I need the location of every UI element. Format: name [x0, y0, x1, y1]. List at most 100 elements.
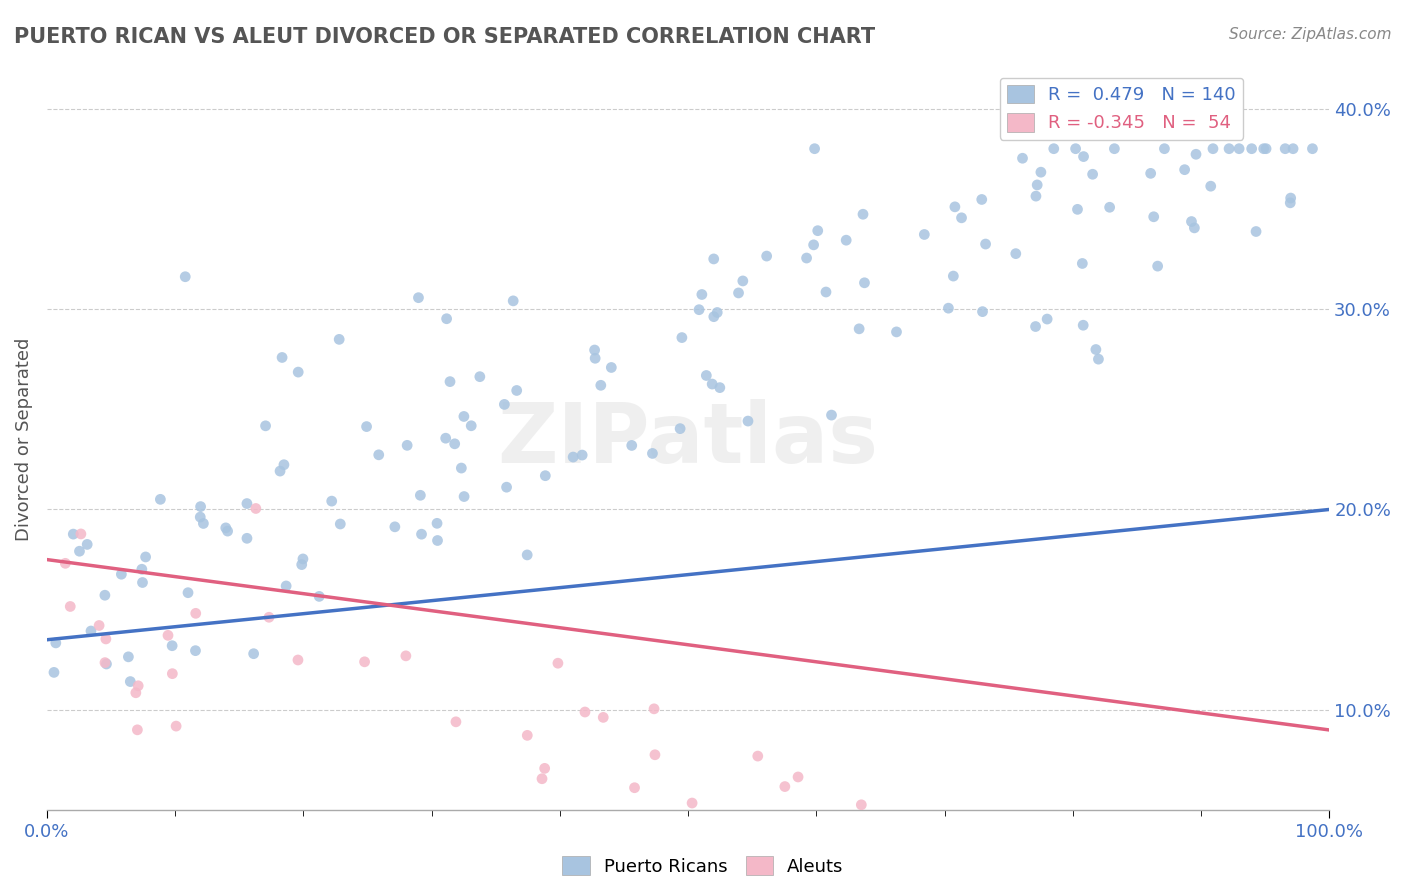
- Point: [825, 823, 848, 838]
- Point: [820, 820, 842, 834]
- Point: [950, 211, 973, 225]
- Point: [835, 233, 858, 247]
- Point: [436, 311, 458, 326]
- Point: [245, 501, 267, 516]
- Point: [1174, 162, 1197, 177]
- Point: [96, 657, 118, 671]
- Point: [384, 520, 406, 534]
- Point: [1064, 142, 1087, 156]
- Point: [706, 305, 728, 319]
- Point: [321, 494, 343, 508]
- Point: [190, 500, 212, 514]
- Point: [70, 527, 93, 541]
- Point: [1084, 343, 1107, 357]
- Point: [217, 524, 239, 538]
- Point: [443, 437, 465, 451]
- Point: [1301, 142, 1323, 156]
- Point: [688, 302, 710, 317]
- Point: [135, 549, 157, 564]
- Point: [287, 365, 309, 379]
- Point: [120, 674, 142, 689]
- Point: [1227, 142, 1250, 156]
- Point: [702, 377, 724, 392]
- Point: [1042, 142, 1064, 156]
- Point: [547, 657, 569, 671]
- Point: [69, 544, 91, 558]
- Point: [972, 304, 994, 318]
- Point: [1066, 202, 1088, 217]
- Point: [681, 796, 703, 810]
- Point: [439, 375, 461, 389]
- Point: [583, 343, 606, 357]
- Point: [1185, 147, 1208, 161]
- Point: [174, 269, 197, 284]
- Point: [938, 301, 960, 315]
- Point: [236, 531, 259, 545]
- Point: [287, 653, 309, 667]
- Point: [149, 492, 172, 507]
- Point: [426, 516, 449, 531]
- Point: [574, 705, 596, 719]
- Point: [851, 797, 873, 812]
- Point: [276, 579, 298, 593]
- Point: [125, 686, 148, 700]
- Point: [254, 418, 277, 433]
- Point: [1279, 191, 1302, 205]
- Point: [505, 384, 527, 398]
- Point: [434, 431, 457, 445]
- Point: [62, 527, 84, 541]
- Point: [533, 761, 555, 775]
- Point: [803, 238, 825, 252]
- Point: [814, 285, 837, 299]
- Point: [353, 655, 375, 669]
- Point: [1104, 142, 1126, 156]
- Point: [755, 249, 778, 263]
- Point: [938, 823, 960, 838]
- Y-axis label: Divorced or Separated: Divorced or Separated: [15, 338, 32, 541]
- Point: [671, 330, 693, 344]
- Point: [1025, 189, 1047, 203]
- Point: [1268, 823, 1291, 838]
- Point: [737, 414, 759, 428]
- Point: [53, 557, 76, 571]
- Point: [76, 537, 98, 551]
- Point: [87, 618, 110, 632]
- Point: [59, 599, 82, 614]
- Point: [269, 464, 291, 478]
- Point: [1073, 150, 1095, 164]
- Point: [328, 332, 350, 346]
- Point: [727, 285, 749, 300]
- Point: [291, 552, 314, 566]
- Point: [970, 193, 993, 207]
- Point: [669, 422, 692, 436]
- Point: [160, 639, 183, 653]
- Point: [1282, 142, 1305, 156]
- Point: [1253, 142, 1275, 156]
- Point: [444, 714, 467, 729]
- Point: [1135, 823, 1157, 838]
- Point: [695, 368, 717, 383]
- Point: [943, 200, 966, 214]
- Point: [1004, 246, 1026, 260]
- Point: [589, 378, 612, 392]
- Point: [880, 823, 903, 838]
- Point: [1036, 312, 1059, 326]
- Point: [807, 224, 830, 238]
- Point: [356, 419, 378, 434]
- Point: [911, 823, 934, 838]
- Point: [273, 458, 295, 472]
- Point: [1026, 178, 1049, 192]
- Point: [1197, 823, 1219, 838]
- Point: [853, 276, 876, 290]
- Point: [308, 590, 330, 604]
- Point: [45, 636, 67, 650]
- Point: [1218, 142, 1240, 156]
- Point: [453, 409, 475, 424]
- Point: [859, 823, 882, 838]
- Point: [1081, 167, 1104, 181]
- Point: [215, 521, 238, 535]
- Point: [600, 360, 623, 375]
- Point: [1098, 200, 1121, 214]
- Point: [127, 723, 149, 737]
- Point: [1254, 142, 1277, 156]
